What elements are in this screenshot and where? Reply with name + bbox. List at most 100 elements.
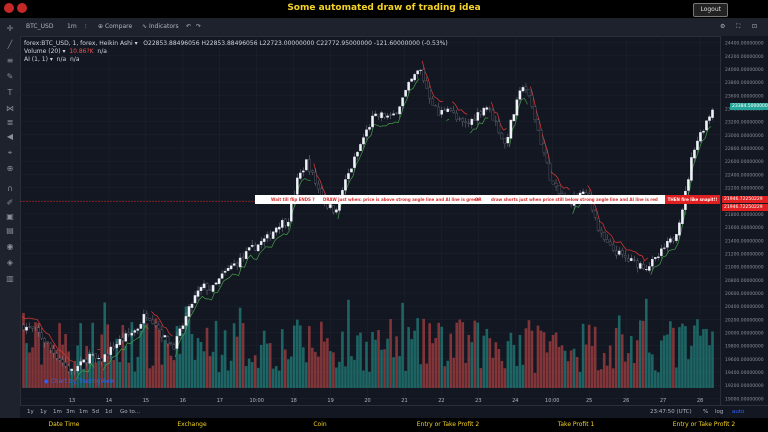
ruler-icon[interactable]: ⌖ bbox=[7, 148, 13, 157]
volume-bar bbox=[220, 354, 224, 388]
volume-bar bbox=[584, 344, 588, 388]
volume-bar bbox=[43, 342, 46, 388]
volume-bar bbox=[259, 344, 263, 388]
candle-body bbox=[428, 87, 431, 99]
fib-icon[interactable]: ≣ bbox=[6, 118, 14, 127]
volume-bar bbox=[404, 370, 407, 388]
range-1y[interactable]: 1y bbox=[27, 409, 34, 415]
x-tick-label: 26 bbox=[623, 398, 629, 404]
y-tick-label: 19600.00000000 bbox=[725, 357, 764, 363]
price-chart[interactable]: 13 14 15 16 17 10:00 18 19 20 21 22 23 24 10:00 25 26 27… bbox=[20, 36, 720, 405]
legend-ai[interactable]: AI (1, 1) bbox=[24, 56, 48, 63]
pencil-lock-icon[interactable]: ✐ bbox=[6, 198, 14, 207]
range-1d[interactable]: 1d bbox=[105, 409, 112, 415]
compare-button[interactable]: ⊕ Compare bbox=[98, 23, 132, 30]
x-tick-label: 24 bbox=[512, 398, 518, 404]
candle-body bbox=[593, 210, 597, 218]
candle-body bbox=[37, 327, 40, 333]
candle-body bbox=[130, 332, 134, 336]
y-tick-label: 23800.00000000 bbox=[725, 80, 764, 86]
signal-table-header: Date Time Exchange Coin Entry or Take Pr… bbox=[0, 418, 768, 432]
clock-time[interactable]: 23:47:50 (UTC) bbox=[650, 409, 692, 415]
volume-bar bbox=[386, 338, 389, 388]
volume-bar bbox=[572, 348, 576, 388]
text-icon[interactable]: T bbox=[7, 88, 13, 97]
volume-bar bbox=[711, 331, 714, 388]
range-3m[interactable]: 3m bbox=[66, 409, 75, 415]
volume-bar bbox=[94, 362, 98, 388]
volume-bar bbox=[681, 323, 684, 388]
candle-body bbox=[398, 106, 401, 115]
volume-bar bbox=[536, 325, 540, 388]
trash-icon[interactable]: ▥ bbox=[6, 274, 14, 283]
candle-body bbox=[121, 337, 125, 341]
percent-toggle[interactable]: % bbox=[703, 409, 709, 415]
candle-body bbox=[675, 234, 678, 241]
indicators-icon: ∿ bbox=[142, 23, 149, 30]
tradingview-watermark[interactable]: ◆ Chart by TradingView bbox=[44, 378, 114, 385]
candle-body bbox=[55, 353, 58, 359]
candle-body bbox=[76, 365, 79, 372]
candle-body bbox=[229, 265, 233, 270]
crosshair-icon[interactable]: ✛ bbox=[6, 24, 14, 33]
y-tick-label: 21000.00000000 bbox=[725, 265, 764, 271]
annotation-banner[interactable]: Wait till flip ENDS ? DRAW just when: pr… bbox=[255, 195, 665, 204]
volume-bar bbox=[563, 350, 567, 388]
brush-icon[interactable]: ✎ bbox=[6, 72, 14, 81]
annotation-action-label[interactable]: THEN fire like snapit!! bbox=[665, 195, 720, 204]
settings-icon[interactable]: ⚙ bbox=[720, 23, 726, 30]
log-toggle[interactable]: log bbox=[715, 409, 724, 415]
snapshot-icon[interactable]: ⊡ bbox=[752, 23, 758, 30]
candle-body bbox=[268, 233, 272, 239]
arrow-left-icon[interactable]: ◀ bbox=[6, 132, 14, 141]
legend-volume[interactable]: Volume (20) bbox=[24, 48, 61, 55]
undo-icon[interactable]: ↶ bbox=[186, 23, 192, 30]
interval-select[interactable]: 1m bbox=[67, 23, 77, 30]
horizontal-line-icon[interactable]: ≡ bbox=[6, 56, 14, 65]
symbol-search[interactable]: BTC_USD bbox=[26, 23, 54, 30]
goto-date-button[interactable]: Go to... bbox=[120, 409, 141, 415]
lock-closed-icon[interactable]: ▤ bbox=[6, 226, 14, 235]
lock-icon[interactable]: ▣ bbox=[6, 212, 14, 221]
candle-body bbox=[681, 209, 684, 225]
candle-body bbox=[599, 229, 603, 234]
candle-body bbox=[317, 183, 320, 190]
chart-type-icon[interactable]: ⫶ bbox=[85, 23, 87, 30]
price-scale[interactable]: 24400.00000000 24200.00000000 24000.000000… bbox=[720, 36, 768, 405]
fullscreen-icon[interactable]: ⛶ bbox=[736, 23, 741, 30]
candle-body bbox=[193, 295, 197, 304]
candles bbox=[22, 67, 714, 376]
range-1m-2[interactable]: 1m bbox=[79, 409, 88, 415]
range-1m[interactable]: 1m bbox=[53, 409, 62, 415]
volume-bar bbox=[181, 333, 185, 388]
volume-bar bbox=[329, 351, 332, 388]
candle-body bbox=[31, 326, 34, 329]
volume-bar bbox=[317, 356, 320, 388]
volume-bar bbox=[40, 364, 43, 388]
volume-bar bbox=[332, 352, 335, 388]
range-1y-2[interactable]: 1y bbox=[40, 409, 47, 415]
indicators-button[interactable]: ∿ Indicators bbox=[142, 23, 179, 30]
pattern-icon[interactable]: ⋈ bbox=[6, 104, 14, 113]
volume-bar bbox=[590, 346, 594, 388]
candle-body bbox=[178, 328, 182, 336]
candle-body bbox=[446, 108, 450, 112]
volume-bar bbox=[437, 322, 441, 388]
redo-icon[interactable]: ↷ bbox=[196, 23, 202, 30]
candle-body bbox=[362, 137, 365, 145]
logout-button[interactable]: Logout bbox=[693, 3, 728, 17]
volume-bar bbox=[482, 335, 486, 388]
auto-toggle[interactable]: auto bbox=[732, 409, 745, 415]
legend-symbol[interactable]: forex:BTC_USD, 1, forex, Heikin Ashi bbox=[24, 40, 133, 47]
eye-icon[interactable]: ◉ bbox=[6, 242, 14, 251]
magnet-icon[interactable]: ∩ bbox=[7, 184, 13, 193]
candle-body bbox=[100, 357, 104, 362]
trendline-icon[interactable]: ╱ bbox=[7, 40, 13, 49]
candle-body bbox=[58, 358, 61, 361]
col-coin: Coin bbox=[313, 421, 327, 428]
layers-icon[interactable]: ◈ bbox=[6, 258, 14, 267]
range-5d[interactable]: 5d bbox=[92, 409, 99, 415]
zoom-icon[interactable]: ⊕ bbox=[6, 164, 14, 173]
volume-bar bbox=[208, 356, 212, 388]
volume-bar bbox=[22, 312, 25, 388]
